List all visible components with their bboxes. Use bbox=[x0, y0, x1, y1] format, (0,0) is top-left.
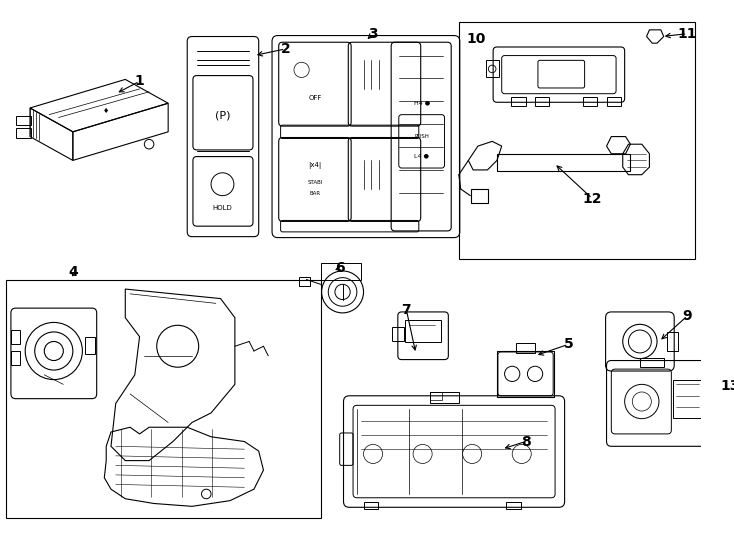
Text: PUSH: PUSH bbox=[414, 134, 429, 139]
Text: 5: 5 bbox=[564, 338, 573, 352]
Text: 8: 8 bbox=[520, 435, 531, 449]
Text: 13: 13 bbox=[721, 379, 734, 393]
Bar bbox=[15, 128, 31, 138]
Bar bbox=[606, 97, 621, 106]
Text: HOLD: HOLD bbox=[213, 205, 233, 211]
Bar bbox=[11, 330, 21, 345]
Text: 2: 2 bbox=[280, 42, 290, 56]
Bar bbox=[485, 60, 499, 78]
Text: OFF: OFF bbox=[308, 96, 321, 102]
Bar bbox=[15, 116, 31, 125]
Bar bbox=[363, 502, 378, 509]
Text: (P): (P) bbox=[215, 111, 230, 120]
Bar bbox=[405, 320, 440, 342]
Text: H4 ●: H4 ● bbox=[413, 101, 430, 106]
Bar bbox=[704, 408, 718, 420]
Bar bbox=[471, 189, 488, 203]
Bar bbox=[535, 97, 549, 106]
Bar bbox=[430, 392, 459, 403]
Bar bbox=[459, 22, 695, 259]
Bar bbox=[11, 351, 21, 365]
Bar bbox=[640, 357, 664, 367]
Bar bbox=[321, 264, 360, 280]
Bar bbox=[497, 351, 554, 397]
Bar bbox=[506, 502, 520, 509]
Bar bbox=[6, 280, 321, 518]
Text: BAR: BAR bbox=[309, 191, 321, 196]
Text: 3: 3 bbox=[368, 26, 378, 40]
Bar bbox=[299, 276, 310, 286]
Text: 9: 9 bbox=[683, 309, 692, 323]
Text: L4 ●: L4 ● bbox=[414, 153, 429, 158]
Text: 4: 4 bbox=[68, 265, 78, 279]
Text: ♦: ♦ bbox=[103, 108, 109, 114]
Text: 7: 7 bbox=[401, 303, 411, 317]
Bar bbox=[497, 154, 631, 171]
Bar bbox=[392, 327, 404, 341]
Bar bbox=[666, 332, 678, 351]
Bar bbox=[516, 343, 535, 353]
Text: 6: 6 bbox=[335, 261, 344, 275]
Text: 10: 10 bbox=[466, 32, 486, 46]
Text: |x4|: |x4| bbox=[308, 161, 321, 168]
Text: 1: 1 bbox=[135, 75, 145, 89]
Bar bbox=[85, 337, 95, 354]
Bar bbox=[583, 97, 597, 106]
Text: 11: 11 bbox=[677, 26, 697, 40]
Text: STABI: STABI bbox=[308, 180, 323, 185]
Bar bbox=[430, 392, 442, 400]
Text: 12: 12 bbox=[583, 192, 602, 206]
Bar bbox=[673, 380, 702, 418]
Bar bbox=[512, 97, 526, 106]
Bar bbox=[704, 384, 718, 399]
